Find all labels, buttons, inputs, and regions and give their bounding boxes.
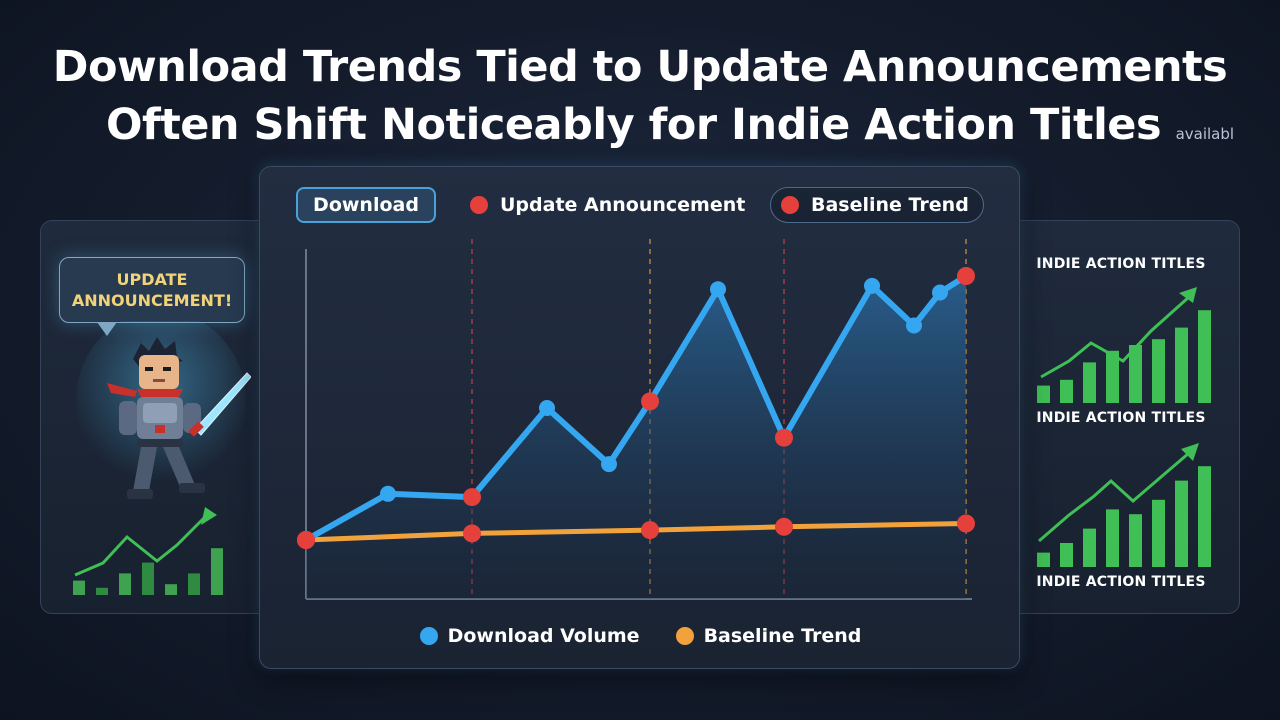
- growth-bar: [1083, 362, 1096, 403]
- announcement-dot-icon: [470, 196, 488, 214]
- announcement-point: [463, 488, 481, 507]
- growth-bar: [1037, 552, 1050, 567]
- title-line-1: Download Trends Tied to Update Announcem…: [52, 42, 1228, 92]
- right-growth-chart-top: [1037, 287, 1211, 403]
- download-point: [864, 277, 880, 294]
- growth-bar: [1060, 543, 1073, 567]
- baseline-announcement-point: [463, 524, 481, 543]
- left-mini-growth-chart: [73, 507, 223, 595]
- title-block: Download Trends Tied to Update Announcem…: [0, 38, 1280, 163]
- right-growth-chart-bottom: [1037, 443, 1211, 567]
- growth-bar: [1175, 327, 1188, 403]
- bubble-line-2: ANNOUNCEMENT!: [71, 291, 233, 310]
- right-label-bottom: INDIE ACTION TITLES: [1036, 574, 1206, 590]
- download-point: [601, 456, 617, 473]
- legend-baseline-trend[interactable]: Baseline Trend: [675, 625, 862, 647]
- baseline-announcement-point: [775, 517, 793, 536]
- growth-bar: [1152, 499, 1165, 567]
- growth-bar: [119, 573, 131, 595]
- baseline-dot-icon: [781, 196, 799, 214]
- download-volume-dot-icon: [419, 627, 438, 645]
- announcement-point: [775, 428, 793, 447]
- legend-bottom: Download Volume Baseline Trend: [260, 621, 1021, 651]
- legend-update-announcement[interactable]: Update Announcement: [470, 187, 745, 223]
- growth-bar: [1106, 350, 1119, 403]
- title-suffix: availabl: [1175, 125, 1235, 143]
- legend-baseline-label: Baseline Trend: [811, 194, 969, 216]
- growth-bar: [142, 562, 154, 595]
- announcement-point: [641, 392, 659, 411]
- growth-arrow-icon: [1181, 443, 1199, 461]
- growth-bar: [1198, 310, 1211, 403]
- legend-download-volume[interactable]: Download Volume: [419, 625, 640, 647]
- growth-bar: [1152, 339, 1165, 403]
- right-label-middle: INDIE ACTION TITLES: [1036, 410, 1206, 426]
- announcement-point: [957, 267, 975, 285]
- legend-baseline-pill[interactable]: Baseline Trend: [770, 187, 984, 223]
- right-label-top: INDIE ACTION TITLES: [1036, 256, 1206, 272]
- growth-bar: [73, 580, 85, 595]
- growth-bar: [1198, 466, 1211, 567]
- baseline-announcement-point: [297, 531, 315, 549]
- left-panel: UPDATE ANNOUNCEMENT!: [40, 220, 280, 614]
- legend-download-pill[interactable]: Download: [296, 187, 436, 223]
- legend-top: Download Update Announcement Baseline Tr…: [260, 187, 1021, 223]
- baseline-announcement-point: [957, 514, 975, 533]
- growth-bar: [1175, 480, 1188, 567]
- growth-bar: [96, 587, 108, 595]
- baseline-announcement-point: [641, 521, 659, 540]
- growth-bar: [1129, 514, 1142, 567]
- growth-bar: [211, 548, 223, 595]
- right-panel: INDIE ACTION TITLES INDIE ACTION TITLES …: [1000, 220, 1240, 614]
- download-point: [710, 281, 726, 298]
- growth-bar: [1106, 509, 1119, 567]
- download-area: [306, 276, 966, 599]
- title-line-2: Often Shift Noticeably for Indie Action …: [0, 96, 1280, 163]
- growth-bar: [165, 584, 177, 595]
- title-line-2-text: Often Shift Noticeably for Indie Action …: [105, 100, 1162, 150]
- legend-download-volume-label: Download Volume: [447, 625, 640, 647]
- legend-baseline-trend-label: Baseline Trend: [703, 625, 862, 647]
- growth-arrow-icon: [201, 507, 217, 525]
- growth-bar: [1129, 345, 1142, 403]
- growth-bar: [1037, 385, 1050, 403]
- growth-bar: [1083, 528, 1096, 567]
- announcement-bubble: UPDATE ANNOUNCEMENT!: [59, 257, 245, 323]
- download-point: [539, 400, 555, 416]
- baseline-trend-dot-icon: [675, 627, 694, 645]
- line-chart: [297, 239, 975, 600]
- growth-bar: [1060, 379, 1073, 403]
- hero-character-icon: [76, 321, 251, 499]
- bubble-line-1: UPDATE: [116, 270, 188, 289]
- download-point: [380, 485, 396, 502]
- main-chart-card: Download Update Announcement Baseline Tr…: [259, 166, 1020, 669]
- download-point: [932, 284, 948, 301]
- growth-bar: [188, 573, 200, 595]
- download-point: [906, 317, 922, 334]
- legend-update-announcement-label: Update Announcement: [500, 194, 746, 216]
- growth-arrow-icon: [1179, 287, 1197, 303]
